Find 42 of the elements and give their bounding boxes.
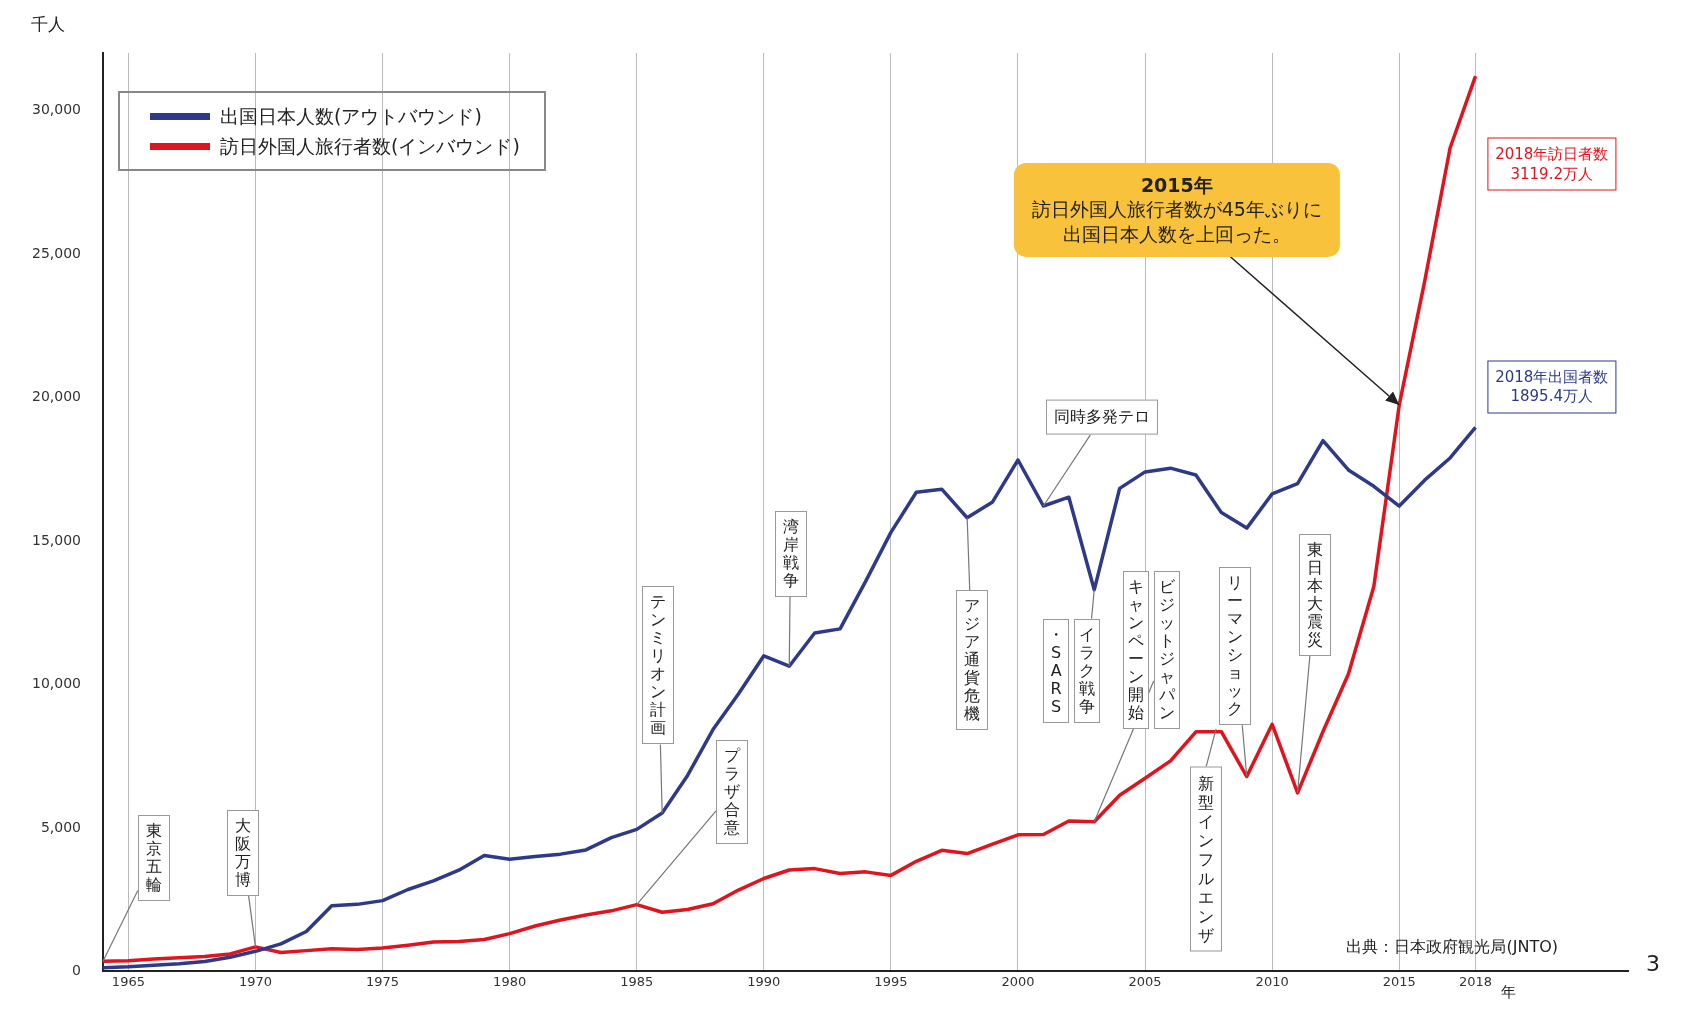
annotation: 出典：日本政府観光局(JNTO) (1346, 937, 1558, 959)
annotation: ビジットジャパン (1158, 577, 1175, 723)
y-tick-label: 15,000 (31, 531, 81, 548)
x-tick-label: 1980 (493, 973, 527, 989)
annotation: ・SARS (1048, 624, 1065, 716)
y-tick-label: 20,000 (31, 388, 81, 405)
text: 3 (1646, 951, 1660, 977)
text: 新型インフルエンザ (1198, 773, 1215, 945)
x-tick-label: 1995 (874, 973, 908, 989)
x-tick-label: 1990 (747, 973, 781, 989)
y-tick-label: 5,000 (40, 818, 81, 835)
annotation: アジア通貨危機 (964, 596, 981, 724)
x-tick-label: 1975 (366, 973, 400, 989)
x-tick-label: 2015 (1382, 973, 1416, 989)
y-axis-title: 千人 (30, 13, 65, 36)
x-tick-label: 2010 (1255, 973, 1289, 989)
annotation: イラク戦争 (1078, 624, 1095, 716)
y-tick-label: 0 (72, 962, 81, 979)
annotation: 東日本大震災 (1307, 539, 1324, 649)
x-tick-label: 2005 (1128, 973, 1162, 989)
annotation: キャンペーン開始 (1128, 577, 1145, 723)
x-tick-label: 2000 (1001, 973, 1035, 989)
annotation: 2018年訪日者数3119.2万人 (1495, 144, 1609, 184)
legend-label: 訪日外国人旅行者数(インバウンド) (219, 134, 520, 159)
x-tick-label: 2018 (1458, 973, 1493, 989)
y-tick-label: 30,000 (31, 101, 81, 118)
x-tick-label: 1985 (620, 973, 654, 989)
x-axis-title: 年 (1501, 983, 1517, 1003)
x-tick-label: 1970 (238, 973, 273, 989)
annotation: 湾岸戦争 (782, 517, 799, 591)
y-tick-label: 25,000 (31, 244, 81, 261)
y-tick-label: 10,000 (31, 675, 81, 692)
annotation: 2018年出国者数1895.4万人 (1495, 367, 1609, 407)
annotation: 大阪万博 (234, 815, 251, 889)
legend-label: 出国日本人数(アウトバウンド) (219, 104, 482, 129)
x-tick-label: 1965 (111, 973, 145, 989)
annotation: 2015年訪日外国人旅行者数が45年ぶりに出国日本人数を上回った。 (1031, 172, 1322, 247)
annotation: 同時多発テロ (1053, 407, 1150, 428)
annotation: テンミリオン計画 (650, 592, 667, 738)
annotation: リーマンショック (1227, 573, 1244, 719)
annotation: プラザ合意 (724, 746, 741, 838)
annotation: 東京五輪 (145, 821, 162, 895)
